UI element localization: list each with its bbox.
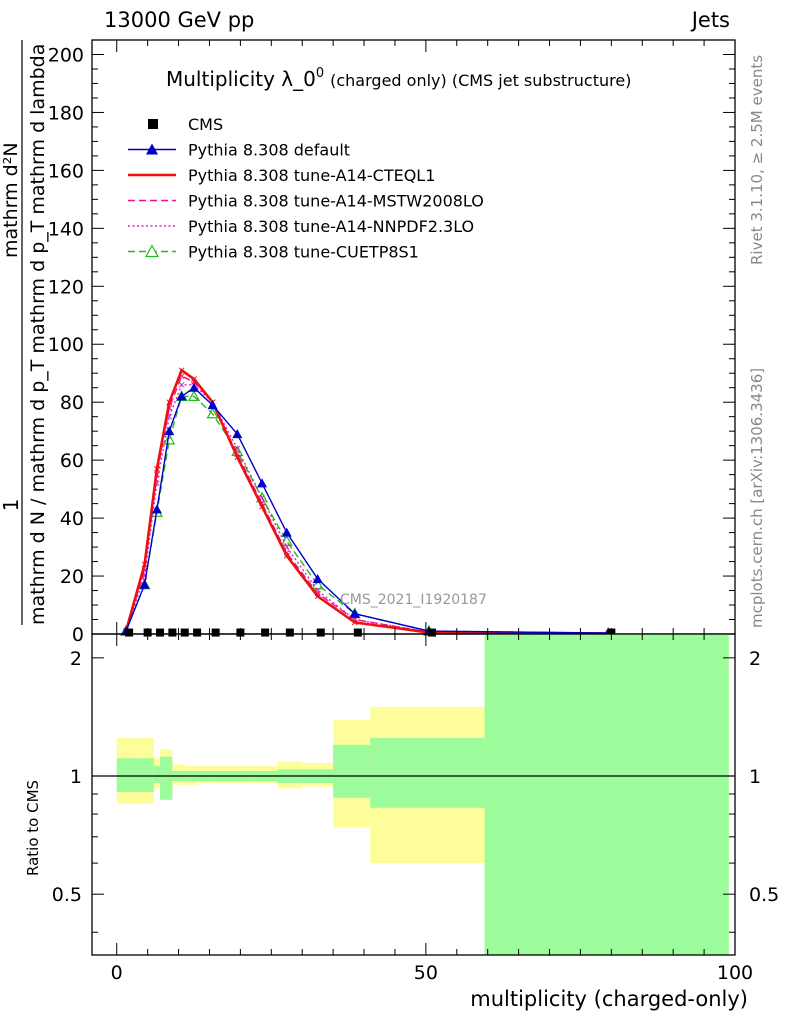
- series-point: [232, 429, 243, 439]
- main-y-tick-label: 180: [48, 102, 84, 124]
- ratio-band-inner: [370, 737, 485, 808]
- legend-entry: Pythia 8.308 tune-CUETP8S1: [128, 243, 419, 262]
- legend-entry: Pythia 8.308 tune-A14-CTEQL1: [128, 166, 435, 185]
- legend-entry: CMS: [148, 115, 223, 134]
- main-y-tick-label: 80: [60, 392, 84, 414]
- series-point: [191, 376, 197, 382]
- series-point: [259, 503, 265, 510]
- x-tick-label: 50: [414, 962, 438, 984]
- cms-data-point: [316, 628, 325, 637]
- series-point: [234, 454, 241, 461]
- ratio-band-inner: [160, 756, 173, 800]
- series-point: [206, 407, 219, 419]
- main-y-tick-label: 200: [48, 44, 84, 66]
- series-point: [176, 391, 187, 401]
- plot-title-paren: (charged only) (CMS jet substructure): [330, 71, 631, 90]
- main-y-tick-label: 0: [72, 624, 84, 646]
- series-point: [207, 400, 218, 410]
- analysis-watermark: CMS_2021_I1920187: [340, 592, 487, 608]
- cms-data-point: [193, 628, 202, 637]
- cms-data-point: [168, 628, 177, 637]
- energy-label: 13000 GeV pp: [104, 8, 254, 32]
- legend-label: Pythia 8.308 default: [188, 141, 350, 160]
- main-y-tick-label: 140: [48, 218, 84, 240]
- series-point: [187, 390, 201, 401]
- plot-title-main: Multiplicity λ_0: [166, 67, 316, 91]
- legend-entry: Pythia 8.308 default: [128, 141, 350, 160]
- rivet-version-label: Rivet 3.1.10, ≥ 2.5M events: [748, 55, 766, 265]
- cms-data-point: [428, 628, 437, 637]
- series-point: [164, 426, 175, 436]
- series-point: [281, 527, 292, 537]
- cms-data-point: [211, 628, 220, 637]
- series-point: [314, 593, 321, 600]
- x-tick-label: 100: [717, 962, 753, 984]
- series-line: [125, 386, 609, 634]
- cms-data-point: [285, 628, 294, 637]
- main-y-tick-label: 120: [48, 276, 84, 298]
- series-point: [178, 367, 185, 374]
- ratio-frame: [91, 633, 736, 956]
- series-point: [178, 381, 185, 388]
- y-axis-label-denominator: mathrm d N / mathrm d p_T mathrm d p_T m…: [27, 44, 49, 625]
- legend-label: Pythia 8.308 tune-A14-CTEQL1: [188, 166, 435, 185]
- series-point: [349, 608, 360, 618]
- plot-title-superscript: 0: [316, 66, 324, 81]
- series-point: [189, 382, 200, 392]
- series-point: [312, 573, 323, 583]
- category-label: Jets: [690, 8, 730, 32]
- legend-label: CMS: [188, 115, 223, 134]
- ratio-band-inner: [484, 634, 729, 955]
- ratio-y-tick-label: 1: [70, 766, 82, 788]
- legend: CMS Pythia 8.308 default Pythia 8.308 tune…: [128, 115, 484, 262]
- ratio-y-tick-label-right: 1: [749, 766, 761, 788]
- cms-data-point: [180, 628, 189, 637]
- main-y-tick-label: 40: [60, 508, 84, 530]
- series-point: [151, 504, 162, 514]
- main-y-tick-label: 20: [60, 566, 84, 588]
- series-point: [166, 399, 173, 406]
- series-point: [141, 561, 148, 568]
- series-line: [124, 368, 609, 635]
- ratio-y-tick-label: 0.5: [52, 884, 82, 906]
- mcplots-url-label: mcplots.cern.ch [arXiv:1306.3436]: [748, 368, 766, 628]
- ratio-band-inner: [141, 758, 154, 793]
- legend-marker-cms: [148, 119, 158, 129]
- ratio-y-tick-label-right: 0.5: [749, 884, 779, 906]
- x-axis-label: multiplicity (charged-only): [470, 987, 748, 1011]
- legend-marker: [146, 143, 158, 155]
- ratio-y-axis-label: Ratio to CMS: [24, 780, 42, 876]
- ratio-y-tick-label: 2: [70, 648, 82, 670]
- legend-label: Pythia 8.308 tune-A14-MSTW2008LO: [188, 192, 484, 211]
- legend-label: Pythia 8.308 tune-CUETP8S1: [188, 243, 419, 262]
- cms-data-point: [156, 628, 165, 637]
- main-y-tick-label: 60: [60, 450, 84, 472]
- y-axis-label-top: mathrm d²N: [0, 142, 22, 258]
- series-point: [163, 433, 176, 445]
- main-y-tick-label: 100: [48, 334, 84, 356]
- ratio-band-inner: [333, 744, 371, 798]
- main-y-tick-label: 160: [48, 160, 84, 182]
- series-point: [311, 578, 324, 590]
- plot-title: Multiplicity λ_00 (charged only) (CMS jet…: [166, 66, 631, 91]
- legend-entry: Pythia 8.308 tune-A14-NNPDF2.3LO: [128, 217, 474, 236]
- ratio-y-tick-label-right: 2: [749, 648, 761, 670]
- x-tick-label: 0: [111, 962, 123, 984]
- legend-label: Pythia 8.308 tune-A14-NNPDF2.3LO: [188, 217, 474, 236]
- series-point: [257, 478, 268, 488]
- series-point: [154, 465, 160, 472]
- y-axis-label-numerator: 1: [0, 499, 23, 512]
- cms-data-point: [261, 628, 270, 637]
- series-point: [139, 579, 150, 589]
- series-point: [283, 552, 290, 559]
- cms-data-point: [125, 628, 134, 637]
- series-point: [351, 619, 358, 626]
- legend-marker: [144, 244, 160, 258]
- cms-data-point: [353, 628, 362, 637]
- legend-entry: Pythia 8.308 tune-A14-MSTW2008LO: [128, 192, 484, 211]
- ratio-band-inner: [116, 758, 142, 793]
- ratio-band-inner: [153, 766, 161, 783]
